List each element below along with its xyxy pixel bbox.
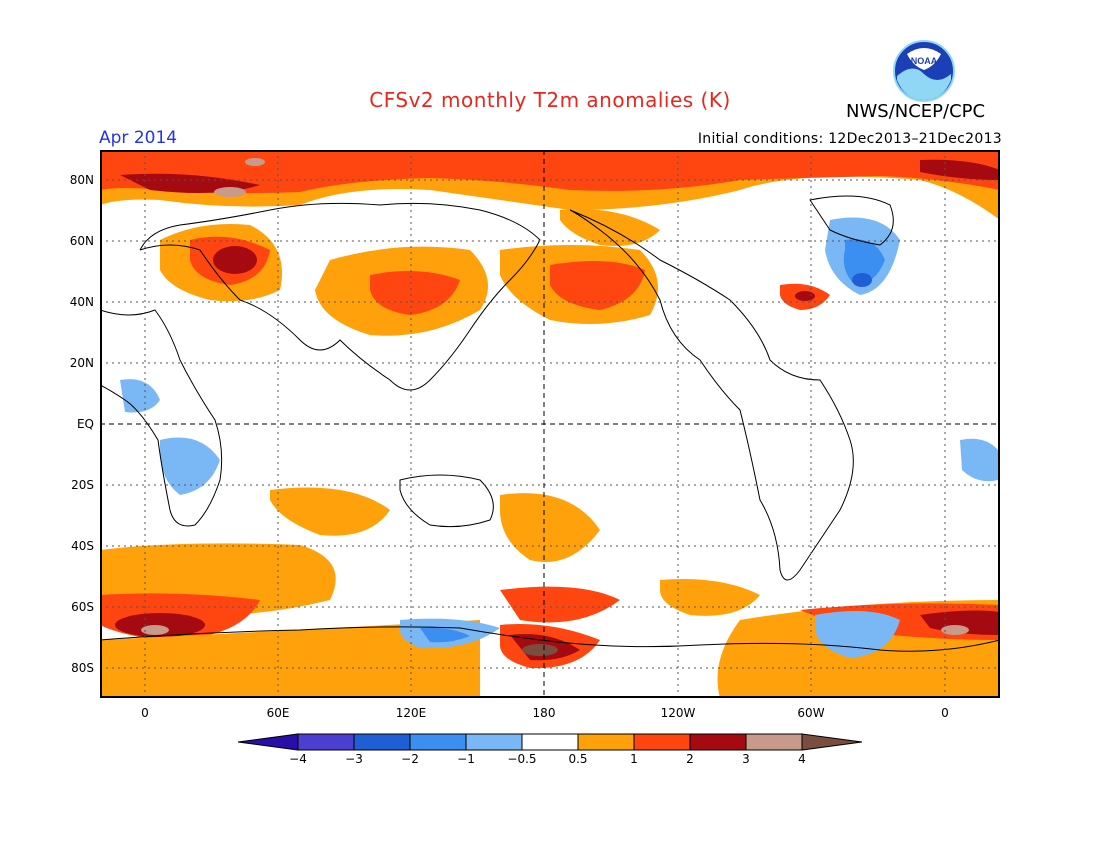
lon-label-0-east: 0 [941, 706, 949, 720]
colorbar-label: −2 [401, 752, 419, 766]
anomaly-map [100, 150, 1000, 698]
colorbar-bin [633, 733, 691, 751]
lon-label-60e: 60E [266, 706, 290, 720]
colorbar-bin [409, 733, 467, 751]
lat-label-60n: 60N [69, 234, 94, 248]
colorbar-bin [689, 733, 747, 751]
colorbar-label: 1 [630, 752, 638, 766]
lat-label-40s: 40S [71, 539, 94, 553]
colorbar-bin [465, 733, 523, 751]
initial-conditions: Initial conditions: 12Dec2013–21Dec2013 [697, 131, 1002, 147]
colorbar-low-arrow [238, 733, 299, 751]
grid-lines [100, 150, 1000, 698]
lon-label-120w: 120W [660, 706, 696, 720]
colorbar-label: 4 [798, 752, 806, 766]
equator-and-dateline [100, 150, 1000, 698]
colorbar [238, 733, 862, 751]
colorbar-bin [353, 733, 411, 751]
colorbar-label: −3 [345, 752, 363, 766]
lat-label-60s: 60S [71, 600, 94, 614]
colorbar-label: −1 [457, 752, 475, 766]
lon-label-120e: 120E [395, 706, 427, 720]
lon-label-0: 0 [141, 706, 149, 720]
forecast-month: Apr 2014 [99, 128, 178, 148]
colorbar-high-arrow [801, 733, 862, 751]
agency-label: NWS/NCEP/CPC [846, 101, 986, 122]
colorbar-label: 3 [742, 752, 750, 766]
lat-label-80n: 80N [69, 173, 94, 187]
colorbar-label: 2 [686, 752, 694, 766]
lat-label-80s: 80S [71, 661, 94, 675]
lat-label-40n: 40N [69, 295, 94, 309]
colorbar-label: −0.5 [507, 752, 537, 766]
colorbar-label: −4 [289, 752, 307, 766]
lat-label-20n: 20N [69, 356, 94, 370]
colorbar-label: 0.5 [568, 752, 588, 766]
colorbar-bin [521, 733, 579, 751]
coastlines [100, 195, 1000, 652]
colorbar-bin [577, 733, 635, 751]
chart-title: CFSv2 monthly T2m anomalies (K) [369, 88, 731, 112]
lon-label-60w: 60W [797, 706, 825, 720]
lat-label-20s: 20S [71, 478, 94, 492]
lat-label-eq: EQ [76, 417, 94, 431]
svg-text:NOAA: NOAA [911, 56, 938, 66]
lon-label-180: 180 [532, 706, 556, 720]
noaa-logo: NOAA [893, 40, 955, 102]
colorbar-bin [297, 733, 355, 751]
colorbar-bin [745, 733, 803, 751]
